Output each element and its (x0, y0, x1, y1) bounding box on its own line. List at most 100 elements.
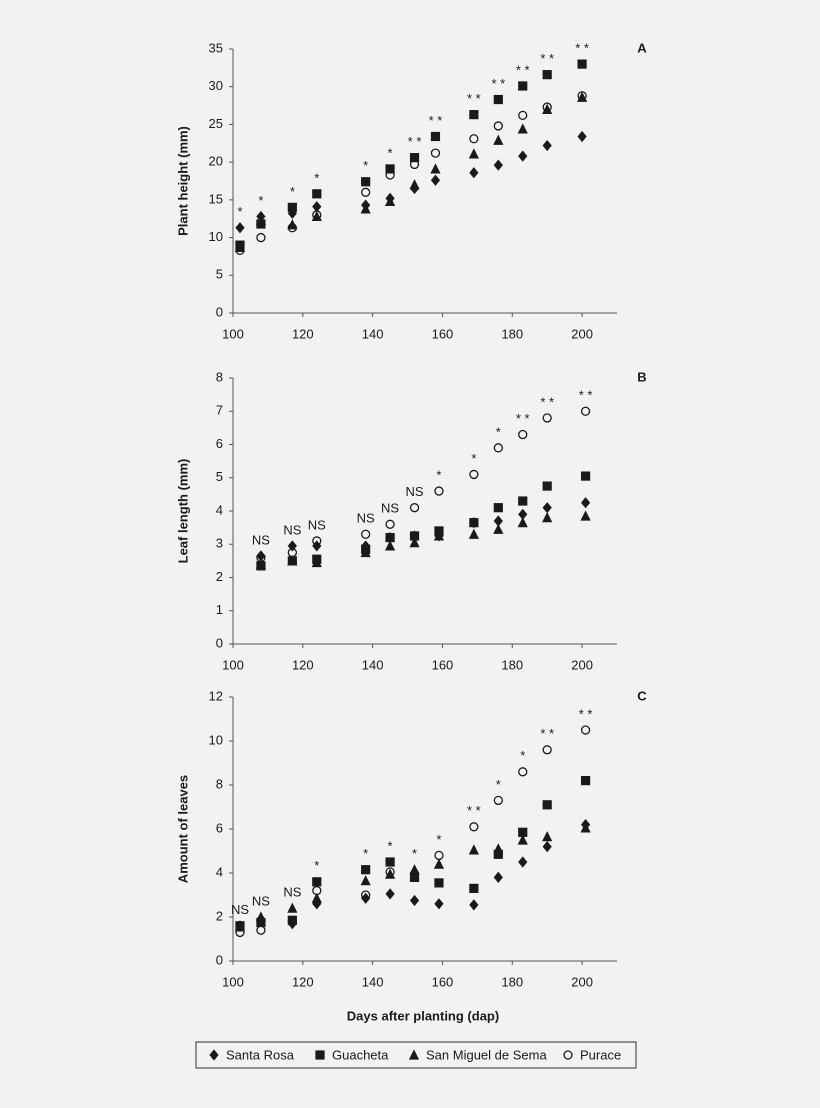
y-tick-label: 10 (209, 229, 223, 244)
marker-triangle (468, 148, 479, 159)
marker-square (409, 153, 420, 163)
marker-circle (409, 503, 420, 513)
marker-circle (518, 429, 528, 440)
significance-label: * * (575, 41, 589, 56)
series (235, 725, 591, 938)
significance-label: * (258, 193, 263, 208)
significance-label: * (412, 846, 417, 861)
x-tick-label: 200 (571, 326, 593, 341)
marker-circle (409, 869, 420, 879)
x-tick-label: 160 (432, 657, 454, 672)
marker-triangle (255, 911, 267, 922)
marker-circle (542, 413, 552, 423)
significance-label: * (520, 748, 525, 763)
marker-diamond (542, 502, 552, 514)
marker-diamond (430, 174, 441, 186)
marker-triangle (433, 858, 445, 869)
significance-label: * (496, 424, 501, 439)
marker-square (361, 865, 371, 875)
y-tick-label: 6 (216, 436, 223, 451)
marker-square (312, 189, 322, 199)
y-axis-label: Plant height (mm) (175, 126, 190, 236)
significance-label: NS (308, 517, 326, 532)
marker-square (469, 883, 479, 893)
marker-circle (287, 223, 297, 233)
marker-diamond (493, 159, 503, 171)
y-tick-label: 10 (209, 732, 223, 747)
marker-diamond (580, 497, 591, 509)
series: San Miguel de Sema (255, 510, 591, 569)
marker-circle (385, 519, 395, 529)
marker-triangle (433, 530, 445, 541)
legend-marker (315, 1050, 325, 1060)
significance-label: * * (540, 394, 554, 409)
marker-triangle (517, 834, 528, 845)
marker-circle (256, 552, 266, 563)
marker-triangle (384, 195, 396, 206)
significance-label: * (496, 777, 501, 792)
marker-circle (287, 547, 297, 558)
y-tick-label: 30 (209, 78, 223, 93)
y-axis-label: Leaf length (mm) (175, 459, 190, 564)
significance-label: * * (429, 113, 443, 128)
panel-label: A (637, 40, 647, 55)
marker-circle (469, 469, 479, 480)
marker-triangle (311, 892, 322, 903)
marker-triangle (384, 868, 396, 879)
marker-triangle (311, 556, 322, 568)
marker-triangle (542, 831, 553, 842)
y-tick-label: 0 (216, 304, 223, 319)
marker-circle (385, 170, 395, 180)
x-tick-label: 180 (501, 974, 523, 989)
marker-square (434, 878, 444, 888)
x-tick-label: 160 (432, 326, 454, 341)
marker-diamond (434, 898, 444, 910)
y-tick-label: 5 (216, 469, 223, 484)
marker-square (542, 70, 552, 80)
significance-label: * (314, 858, 319, 873)
significance-label: NS (231, 902, 249, 917)
marker-diamond (235, 222, 245, 234)
significance-label: * (388, 838, 393, 853)
marker-triangle (542, 512, 553, 523)
legend-box (195, 1041, 637, 1069)
marker-diamond (409, 894, 420, 907)
marker-circle (312, 210, 322, 220)
y-tick-label: 2 (216, 908, 223, 923)
marker-square (385, 857, 395, 867)
y-tick-label: 5 (216, 267, 223, 282)
significance-label: * * (467, 803, 481, 818)
significance-label: NS (283, 885, 301, 900)
x-tick-label: 180 (501, 326, 523, 341)
marker-triangle (542, 103, 553, 114)
legend-label: Santa Rosa (226, 1047, 295, 1062)
y-tick-label: 8 (216, 776, 223, 791)
significance-label: NS (357, 511, 375, 526)
marker-square (518, 496, 528, 506)
marker-triangle (409, 179, 420, 190)
marker-square (542, 800, 552, 810)
marker-diamond (385, 888, 395, 900)
marker-square (518, 827, 528, 837)
significance-label: NS (283, 522, 301, 537)
marker-square (385, 533, 395, 543)
x-tick-label: 140 (362, 657, 384, 672)
marker-triangle (517, 517, 528, 528)
x-tick-label: 200 (571, 657, 593, 672)
y-tick-label: 15 (209, 191, 223, 206)
marker-diamond (518, 856, 528, 868)
y-tick-label: 7 (216, 403, 223, 418)
marker-circle (434, 486, 444, 496)
marker-circle (256, 925, 266, 935)
marker-triangle (409, 864, 420, 875)
x-tick-label: 120 (292, 974, 314, 989)
x-tick-label: 120 (292, 657, 314, 672)
y-tick-label: 6 (216, 820, 223, 835)
marker-diamond (577, 130, 587, 143)
series: Purace (235, 91, 587, 256)
marker-circle (542, 102, 552, 112)
marker-square (256, 917, 266, 928)
series: Santa Rosa (256, 497, 591, 562)
y-tick-label: 4 (216, 502, 223, 517)
